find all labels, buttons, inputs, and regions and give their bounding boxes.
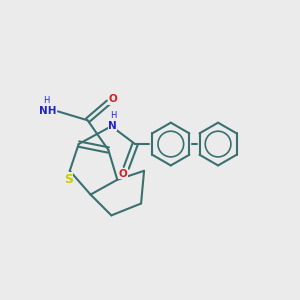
Text: O: O <box>119 169 128 179</box>
Text: O: O <box>109 94 117 104</box>
Text: N: N <box>109 121 117 131</box>
Text: H: H <box>110 111 116 120</box>
Text: H: H <box>44 97 50 106</box>
Text: NH: NH <box>39 106 56 116</box>
Text: S: S <box>64 172 73 186</box>
